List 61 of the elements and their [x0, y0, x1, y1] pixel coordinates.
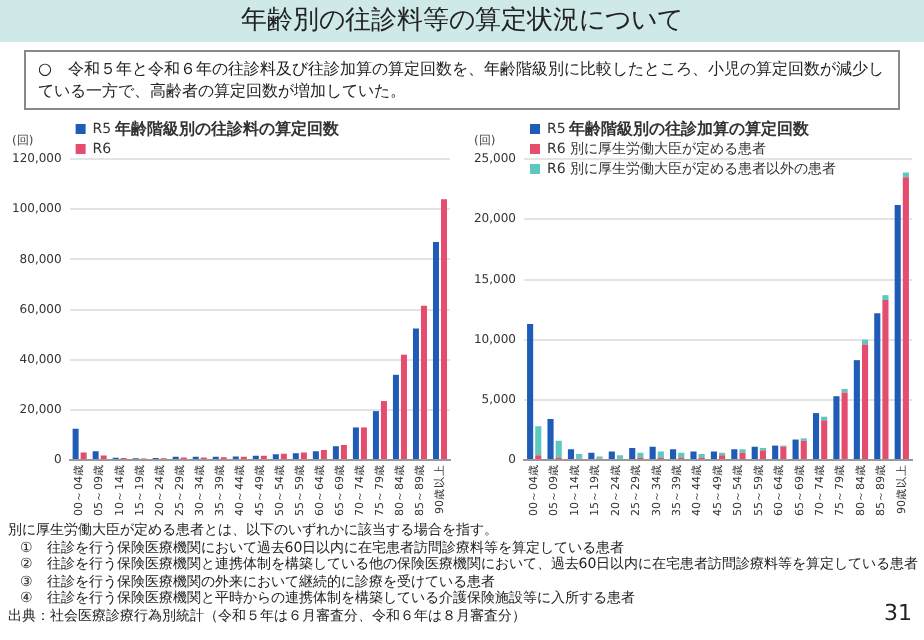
bar — [555, 440, 562, 458]
bar — [751, 446, 758, 460]
bar — [567, 449, 575, 460]
bar — [292, 453, 299, 460]
bar — [882, 299, 889, 460]
bar — [821, 420, 828, 460]
bar — [547, 419, 554, 460]
bar — [861, 344, 869, 460]
bar — [340, 444, 347, 460]
bar — [576, 453, 583, 459]
bar — [527, 324, 534, 460]
bar — [637, 452, 644, 458]
bar — [690, 451, 697, 460]
bar — [710, 451, 717, 460]
text: 年齢別の往診料等の算定状況について — [0, 0, 924, 42]
bar — [300, 452, 307, 460]
bar — [380, 401, 387, 460]
text: 31 — [884, 600, 912, 626]
bar — [902, 172, 909, 178]
bar — [272, 454, 279, 460]
bar — [72, 428, 79, 460]
bar — [759, 450, 766, 460]
bar — [739, 452, 746, 460]
bar — [80, 452, 87, 460]
bar — [440, 199, 447, 460]
bar — [588, 452, 595, 460]
bar — [894, 204, 901, 460]
bar — [902, 177, 909, 460]
bar — [320, 449, 327, 460]
bar — [92, 451, 99, 460]
bar — [772, 445, 779, 460]
bar — [420, 305, 427, 460]
bar — [841, 392, 848, 460]
bar — [332, 446, 339, 460]
bar — [400, 354, 407, 460]
bar — [731, 449, 738, 460]
chart-title: 年齢階級別の往診加算の算定回数 — [567, 117, 811, 138]
bar — [629, 447, 636, 460]
bar — [412, 328, 419, 460]
bar — [780, 446, 787, 460]
bar — [392, 374, 399, 460]
bar — [657, 451, 664, 458]
bar — [812, 413, 820, 460]
bar — [649, 446, 656, 460]
bar — [853, 360, 860, 460]
bar — [678, 452, 685, 458]
bar — [670, 449, 677, 460]
bar — [535, 426, 542, 456]
bar — [800, 440, 807, 460]
bar — [792, 439, 799, 460]
bar — [874, 313, 881, 460]
bar — [312, 451, 319, 460]
text: ○ 令和５年と令和６年の往診料及び往診加算の算定回数を、年齢階級別に比較したところ、小児の算定回数が減少している一方で、高齢者の算定回数が増加していた。 — [24, 50, 900, 110]
bar — [432, 241, 439, 460]
bar — [280, 453, 287, 460]
bar — [833, 396, 840, 460]
bar — [372, 411, 379, 460]
bar — [352, 427, 359, 460]
bar — [608, 451, 615, 460]
chart-title: 年齢階級別の往診料の算定回数 — [113, 117, 341, 138]
bar — [360, 427, 367, 460]
